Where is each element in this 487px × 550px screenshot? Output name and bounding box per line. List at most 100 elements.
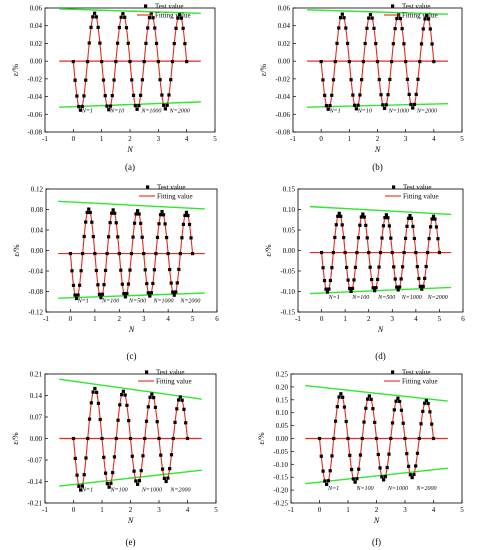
test-point xyxy=(337,395,341,399)
test-point xyxy=(94,268,98,273)
y-tick-label: -0.12 xyxy=(28,309,43,317)
test-point xyxy=(93,251,97,256)
x-tick-label: 0 xyxy=(320,315,324,323)
cycle-annotation: N=500 xyxy=(128,298,146,304)
test-point xyxy=(165,103,169,107)
test-point xyxy=(103,94,107,98)
test-point xyxy=(100,59,104,64)
test-point xyxy=(177,267,181,272)
test-point xyxy=(319,59,323,64)
test-point xyxy=(432,59,436,64)
y-tick-label: 0.02 xyxy=(30,40,43,48)
test-point xyxy=(156,59,160,64)
test-point xyxy=(424,398,428,403)
cycle-annotation: N=500 xyxy=(377,295,395,301)
test-point xyxy=(144,419,149,423)
test-point xyxy=(133,104,137,108)
y-tick-label: -0.04 xyxy=(27,93,42,101)
test-point xyxy=(84,456,88,460)
test-point xyxy=(123,15,127,19)
test-point xyxy=(393,277,397,281)
test-point xyxy=(398,285,402,289)
x-tick-label: 0 xyxy=(318,506,322,514)
test-point xyxy=(367,250,371,255)
test-point xyxy=(148,294,152,298)
y-tick-label: -0.02 xyxy=(27,75,42,83)
test-point xyxy=(352,278,356,282)
test-point xyxy=(157,222,161,226)
cycle-annotation: N=1000 xyxy=(388,109,409,115)
envelope-upper-line xyxy=(59,378,202,400)
test-point xyxy=(101,78,106,82)
x-tick-label: 2 xyxy=(129,506,133,514)
test-point xyxy=(410,476,414,480)
test-point xyxy=(430,217,434,221)
test-point xyxy=(136,482,140,486)
test-point xyxy=(121,12,125,16)
test-point xyxy=(146,405,150,409)
test-point xyxy=(365,397,370,401)
test-point xyxy=(378,466,382,470)
test-point xyxy=(387,224,391,228)
test-point xyxy=(77,283,82,287)
test-point xyxy=(137,104,141,108)
test-point xyxy=(321,469,325,473)
test-point xyxy=(402,250,406,255)
test-point xyxy=(389,436,393,441)
test-point xyxy=(364,223,368,228)
test-point xyxy=(376,452,380,457)
test-point xyxy=(358,93,362,97)
y-tick-label: -0.02 xyxy=(275,75,290,83)
cycle-annotation: N=1000 xyxy=(141,487,162,493)
test-point xyxy=(113,211,117,215)
test-point xyxy=(341,395,345,399)
y-tick-label: -0.06 xyxy=(275,111,290,119)
legend-fit-label: Fitting value xyxy=(156,378,192,386)
y-tick-label: -0.10 xyxy=(280,288,295,296)
test-point xyxy=(356,236,361,240)
test-point xyxy=(87,207,91,211)
test-point xyxy=(324,287,328,291)
test-point xyxy=(411,224,415,229)
test-point xyxy=(389,59,394,64)
test-point xyxy=(356,103,360,107)
test-point xyxy=(342,235,346,240)
test-point xyxy=(403,236,408,240)
test-point xyxy=(412,236,416,241)
y-tick-label: -0.08 xyxy=(28,288,43,296)
test-point xyxy=(400,265,405,269)
test-point xyxy=(119,15,123,19)
y-tick-label: 0.12 xyxy=(31,186,44,194)
test-point xyxy=(390,250,394,255)
test-point xyxy=(382,106,387,111)
x-tick-label: 4 xyxy=(185,135,189,143)
test-point xyxy=(157,436,161,441)
test-point xyxy=(96,25,100,30)
test-point xyxy=(358,453,363,457)
x-tick-label: 1 xyxy=(343,315,347,323)
test-point xyxy=(377,265,381,269)
test-point xyxy=(339,392,343,396)
test-point xyxy=(353,265,358,269)
test-point xyxy=(111,208,115,212)
envelope-upper-line xyxy=(305,384,448,402)
test-point xyxy=(134,479,138,483)
test-point xyxy=(187,222,192,227)
test-point xyxy=(146,26,150,30)
test-point xyxy=(423,276,427,280)
test-point xyxy=(77,104,81,109)
legend-fit-label: Fitting value xyxy=(155,12,191,20)
test-point xyxy=(85,59,90,64)
test-point xyxy=(327,287,331,291)
test-point xyxy=(323,479,327,483)
test-point xyxy=(340,223,344,227)
legend-test-label: Test value xyxy=(155,3,183,11)
legend-test-marker xyxy=(391,370,395,374)
test-point xyxy=(114,59,118,64)
test-point xyxy=(415,265,419,269)
test-point xyxy=(337,26,341,30)
test-point xyxy=(153,26,157,30)
test-point xyxy=(382,478,386,482)
test-point xyxy=(349,467,354,472)
